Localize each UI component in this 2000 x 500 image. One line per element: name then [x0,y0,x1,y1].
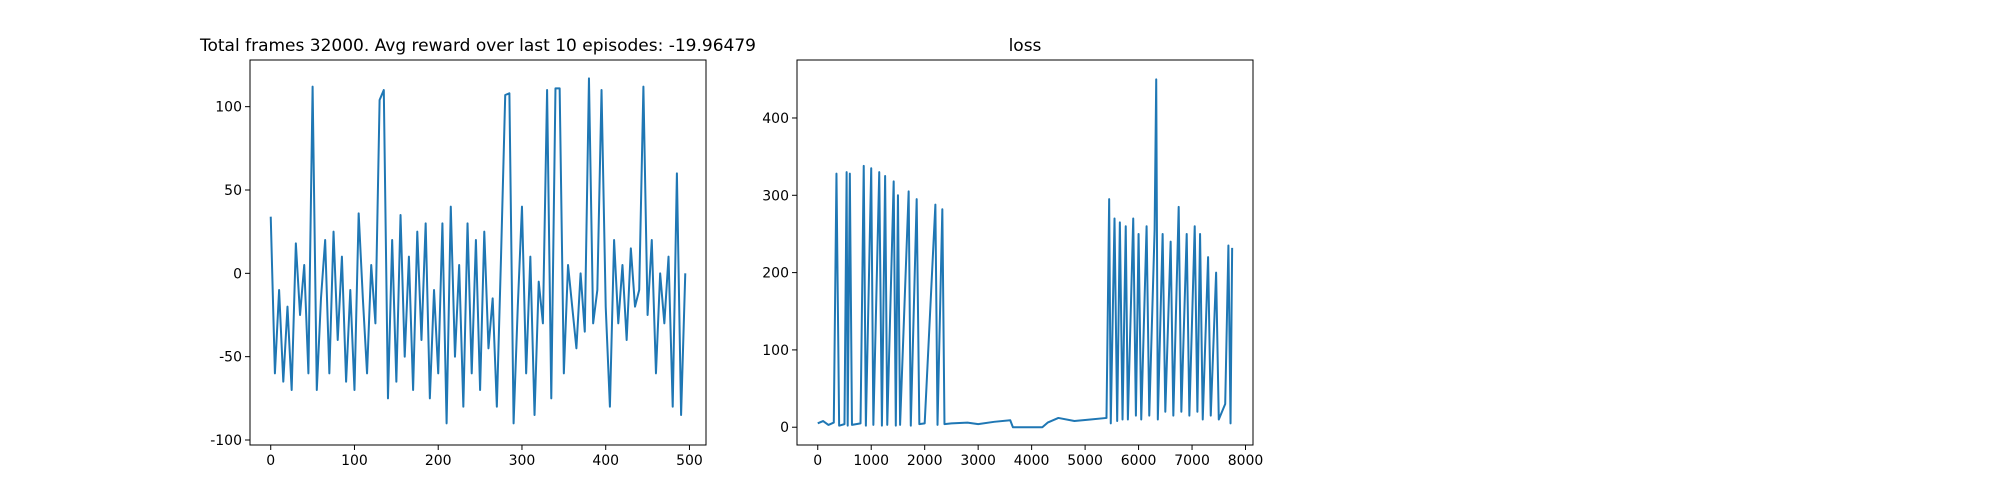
x-tick-label: 5000 [1067,453,1103,469]
chart-title: Total frames 32000. Avg reward over last… [199,36,756,56]
y-tick-label: 300 [762,188,789,204]
y-tick-label: 100 [215,100,242,116]
x-tick-label: 500 [676,453,703,469]
x-tick-label: 0 [813,453,822,469]
x-tick-label: 7000 [1174,453,1210,469]
data-line [817,78,1234,429]
y-tick-label: 50 [224,183,242,199]
x-tick-label: 0 [266,453,275,469]
axes-frame [796,59,1254,446]
x-tick-label: 6000 [1121,453,1157,469]
y-tick-label: 100 [762,343,789,359]
x-tick-label: 400 [592,453,619,469]
y-tick-label: -50 [219,350,242,366]
chart-title: loss [1009,36,1042,56]
x-tick-label: 4000 [1014,453,1050,469]
x-tick-label: 2000 [907,453,943,469]
x-tick-label: 1000 [853,453,889,469]
y-tick-label: 400 [762,111,789,127]
y-tick-label: 0 [233,266,242,282]
x-tick-label: 8000 [1228,453,1264,469]
x-tick-label: 100 [341,453,368,469]
x-tick-label: 3000 [960,453,996,469]
axes-frame [249,59,707,446]
x-tick-label: 200 [425,453,452,469]
y-tick-label: 200 [762,266,789,282]
y-tick-label: 0 [780,420,789,436]
x-tick-label: 300 [509,453,536,469]
y-tick-label: -100 [210,433,242,449]
data-line [269,77,687,425]
